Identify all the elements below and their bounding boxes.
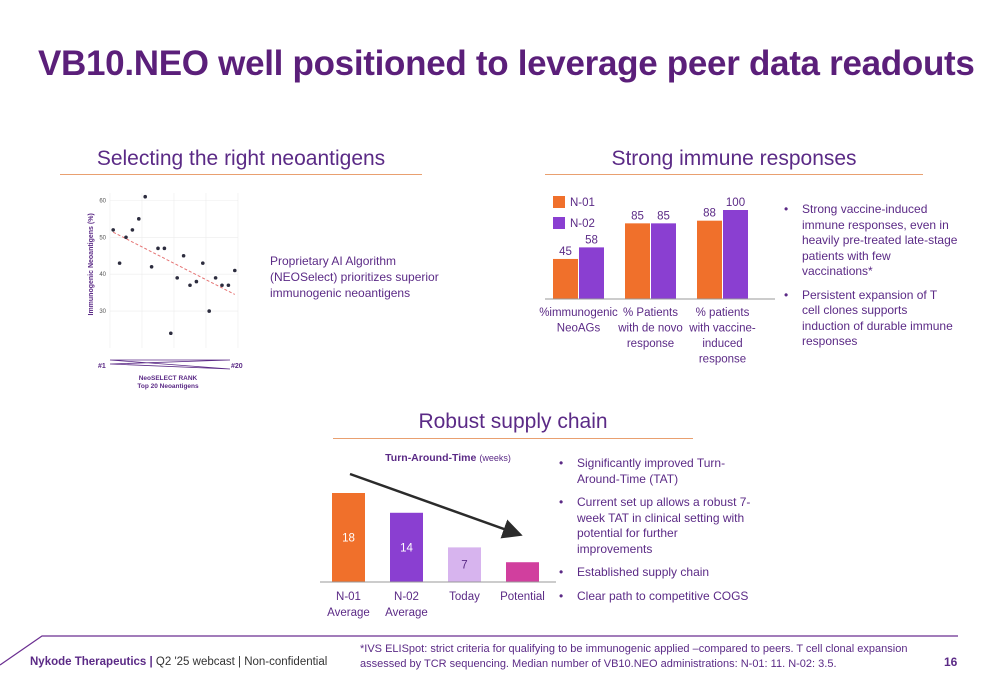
company-name: Nykode Therapeutics | xyxy=(30,656,153,668)
tat-category-label: N-01 Average xyxy=(327,591,370,619)
immune-bar-value-label: 85 xyxy=(657,210,670,222)
scatter-point xyxy=(156,246,160,251)
page-title: VB10.NEO well positioned to leverage pee… xyxy=(38,44,975,83)
legend-label-n-02: N-02 xyxy=(570,218,595,230)
scatter-x-axis-sublabel: Top 20 Neoantigens xyxy=(137,383,199,390)
immune-bar xyxy=(723,210,748,299)
scatter-y-tick-label: 30 xyxy=(99,309,106,315)
scatter-point xyxy=(130,228,135,232)
immune-bar-value-label: 100 xyxy=(726,197,745,209)
tat-bar xyxy=(506,562,539,582)
immune-category-label: % Patients with de novo response xyxy=(617,307,683,350)
scatter-point xyxy=(226,283,231,288)
section-heading-neoantigens: Selecting the right neoantigens xyxy=(96,147,386,170)
scatter-point xyxy=(137,217,141,221)
footer-divider xyxy=(0,635,958,666)
tat-title-unit: (weeks) xyxy=(479,453,511,463)
tat-category-label: N-02 Average xyxy=(385,591,428,619)
tat-bar-value-label: 18 xyxy=(342,533,355,545)
tat-title-main: Turn-Around-Time xyxy=(385,452,476,464)
scatter-point xyxy=(181,253,186,258)
tat-bar xyxy=(448,547,481,582)
supply-bullet-list: Significantly improved Turn-Around-Time … xyxy=(553,456,753,612)
tat-chart-title: Turn-Around-Time (weeks) xyxy=(385,452,511,464)
section-heading-supply: Robust supply chain xyxy=(418,410,608,433)
footer-company: Nykode Therapeutics | Q2 '25 webcast | N… xyxy=(30,656,327,668)
scatter-point xyxy=(194,279,199,284)
supply-bullet: Clear path to competitive COGS xyxy=(553,589,753,605)
scatter-point xyxy=(175,276,179,280)
immune-bar xyxy=(651,223,676,299)
supply-bullet: Significantly improved Turn-Around-Time … xyxy=(553,456,753,487)
scatter-point xyxy=(117,261,122,265)
tat-trend-arrow xyxy=(349,472,523,539)
scatter-point xyxy=(207,309,211,313)
tat-category-label: Today xyxy=(449,591,480,603)
immune-bullet: Persistent expansion of T cell clones su… xyxy=(778,288,958,350)
immune-bar xyxy=(697,220,722,299)
tat-bar-value-label: 7 xyxy=(461,560,467,572)
immune-bar xyxy=(553,258,578,299)
tat-category-label: Potential xyxy=(500,591,545,603)
section-rule-supply xyxy=(333,438,693,439)
immune-bar-value-label: 85 xyxy=(631,210,644,222)
neoselect-description: Proprietary AI Algorithm (NEOSelect) pri… xyxy=(270,254,439,300)
tat-bar xyxy=(332,493,365,582)
footer-meta: Q2 '25 webcast | Non-confidential xyxy=(152,656,328,668)
immune-bar-value-label: 45 xyxy=(559,246,572,258)
immune-bar xyxy=(579,247,604,299)
rank-end-label: #20 xyxy=(231,363,243,370)
legend-swatch-n-01 xyxy=(553,196,565,208)
scatter-point xyxy=(188,283,192,288)
immune-category-label: %immunogenic NeoAGs xyxy=(539,307,618,335)
immune-response-bar-chart: N-01 N-02 45 58 85 85 88 100 %immunogenic NeoAG… xyxy=(539,196,775,366)
immune-bullet: Strong vaccine-induced immune responses,… xyxy=(778,202,958,280)
scatter-point xyxy=(169,331,173,336)
scatter-point xyxy=(233,268,237,273)
page-number: 16 xyxy=(944,655,958,669)
immune-bullet-list: Strong vaccine-induced immune responses,… xyxy=(778,202,958,358)
tat-bar xyxy=(390,512,423,582)
immune-category-label: % patients with vaccine-induced response xyxy=(688,307,756,366)
footnote: *IVS ELISpot: strict criteria for qualif… xyxy=(360,643,908,670)
rank-start-label: #1 xyxy=(98,363,106,370)
scatter-y-tick-label: 50 xyxy=(99,235,106,241)
scatter-point xyxy=(143,194,147,199)
section-heading-immune: Strong immune responses xyxy=(611,147,857,170)
immune-bar-value-label: 88 xyxy=(703,208,716,220)
scatter-point xyxy=(162,246,167,251)
legend-swatch-n-02 xyxy=(553,217,565,229)
section-rule-neoantigens xyxy=(60,174,422,175)
scatter-point xyxy=(213,276,218,280)
legend-label-n-01: N-01 xyxy=(570,197,595,209)
tat-bar-chart: Turn-Around-Time (weeks) 18 14 7 N-01 Averag… xyxy=(320,452,556,619)
scatter-point xyxy=(149,265,154,269)
scatter-y-axis-label: Immunogenic Neoantigens (%) xyxy=(88,213,95,315)
section-rule-immune xyxy=(545,174,923,175)
scatter-y-tick-label: 40 xyxy=(99,272,106,278)
immune-bar xyxy=(625,223,650,299)
scatter-point xyxy=(220,283,224,288)
scatter-point xyxy=(201,261,205,265)
supply-bullet: Current set up allows a robust 7-week TA… xyxy=(553,495,753,557)
scatter-x-axis-label: NeoSELECT RANK xyxy=(139,375,198,382)
rank-wedge xyxy=(109,359,231,370)
scatter-point xyxy=(124,235,128,240)
supply-bullet: Established supply chain xyxy=(553,565,753,581)
scatter-point xyxy=(111,228,115,232)
scatter-y-tick-label: 60 xyxy=(99,198,106,204)
scatter-trendline xyxy=(112,231,236,295)
tat-bar-value-label: 14 xyxy=(400,542,413,554)
immune-bar-value-label: 58 xyxy=(585,234,598,246)
